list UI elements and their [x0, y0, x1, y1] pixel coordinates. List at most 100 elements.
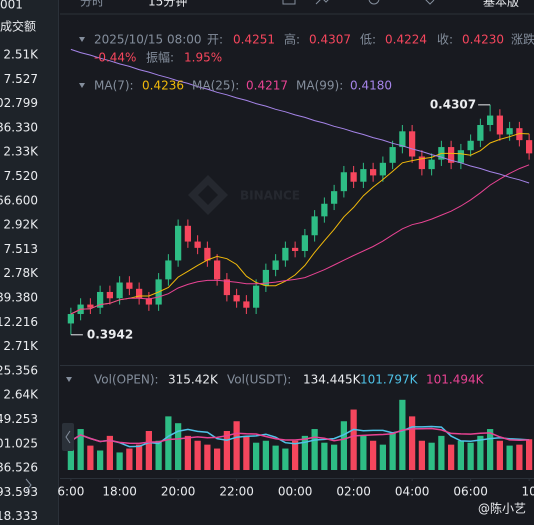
collapse-icon[interactable] [66, 377, 72, 382]
candle-body [106, 291, 113, 299]
volume-bar [214, 448, 221, 470]
ma99-line [70, 48, 530, 184]
left-panel [0, 0, 58, 525]
volume-bar [253, 442, 260, 470]
tab[interactable]: 15分钟 [148, 0, 187, 9]
candle-body [204, 247, 211, 261]
volume-bar [379, 444, 386, 470]
x-tick-label: 6:00 [57, 485, 84, 499]
left-value: 7.513 [4, 242, 38, 256]
candle-body [428, 159, 435, 170]
candle-body [116, 282, 123, 299]
candle-body [136, 288, 143, 299]
volume-bar [477, 435, 484, 470]
scroll-arrow[interactable] [65, 430, 71, 444]
candle-body [526, 140, 533, 154]
x-tick-label: 02:00 [336, 485, 371, 499]
collapse-icon[interactable] [79, 37, 85, 42]
volume-bar [272, 445, 279, 470]
left-header-cut: 001 [0, 0, 23, 12]
ma7-line [70, 132, 530, 315]
info-label: 收: [437, 33, 453, 47]
credit: @陈小艺 [478, 501, 526, 516]
left-value: 66.600 [0, 193, 38, 207]
candle-body [496, 115, 503, 135]
candle-body [477, 125, 484, 141]
ma-value: 0.4217 [246, 79, 288, 93]
volume-bar [165, 416, 172, 470]
info-value: 1.95% [184, 51, 222, 65]
collapse-icon[interactable] [79, 83, 85, 88]
left-value: 7.520 [4, 169, 38, 183]
candle-body [292, 247, 299, 252]
candle-body [282, 247, 289, 261]
left-value: 2.78K [3, 266, 39, 280]
info-label: 开: [207, 33, 223, 47]
left-header: 成交额 [0, 19, 36, 34]
candle-body [194, 241, 201, 248]
vol-value: 134.445K [303, 373, 362, 387]
candle-body [457, 150, 464, 163]
volume-bar [194, 440, 201, 470]
volume-bar [87, 445, 94, 470]
watermark: BINANCE [188, 175, 300, 215]
candle-body [506, 128, 513, 135]
ma-value: 0.4236 [142, 79, 184, 93]
left-value: 18.333 [0, 509, 38, 523]
left-value: 7.527 [4, 72, 38, 86]
left-value: 25.356 [0, 363, 38, 377]
volume-bar [428, 442, 435, 470]
volume-bar [448, 444, 455, 470]
annotation-label: 0.3942 [87, 327, 133, 341]
volume-bar [175, 423, 182, 470]
left-value: 2.71K [3, 339, 39, 353]
volume-bar [77, 429, 84, 470]
volume-bar [340, 421, 347, 470]
candle-body [448, 147, 455, 163]
volume-bar [233, 421, 240, 470]
volume-bar [262, 440, 269, 470]
info-label: 涨跌 [511, 32, 534, 47]
left-value: 86.330 [0, 120, 38, 134]
icon[interactable] [368, 0, 380, 5]
candle-body [418, 156, 425, 170]
scroll-handle[interactable] [62, 423, 74, 451]
volume-bar [155, 440, 162, 470]
expand-arrow[interactable] [25, 478, 32, 492]
icon[interactable] [424, 0, 435, 5]
volume-bar [389, 432, 396, 470]
candle-body [301, 235, 308, 252]
icon[interactable] [315, 0, 332, 5]
candle-body [233, 295, 240, 302]
tab[interactable]: 基本版 [483, 0, 519, 9]
info-label: 振幅: [146, 50, 174, 65]
volume-bar [184, 435, 191, 470]
volume-bar [67, 440, 74, 470]
vol-ma-value: 101.494K [426, 373, 485, 387]
volume-bar [331, 444, 338, 470]
x-tick-label: 22:00 [219, 485, 254, 499]
candle-body [272, 260, 279, 270]
info-value: 0.4251 [233, 33, 275, 47]
ma-value: 0.4180 [350, 79, 392, 93]
left-value: 86.526 [0, 461, 38, 475]
candle-body [97, 291, 104, 308]
vol-ma1-line [70, 425, 530, 448]
volume-bar [370, 440, 377, 470]
left-value: 93.593 [0, 485, 38, 499]
tab[interactable]: 分时 [80, 0, 104, 9]
candle-body [214, 260, 221, 280]
volume-bar [106, 435, 113, 470]
icon[interactable] [282, 0, 296, 5]
candle-body [175, 225, 182, 261]
candle-body [370, 169, 377, 176]
left-value: 2.51K [3, 48, 39, 62]
volume-bar [204, 444, 211, 470]
info-value: -0.44% [94, 51, 136, 65]
x-tick-label: 20:00 [161, 485, 196, 499]
left-value: 49.253 [0, 412, 38, 426]
left-value: 89.380 [0, 291, 38, 305]
candle-body [467, 140, 474, 151]
info-value: 0.4230 [462, 33, 504, 47]
